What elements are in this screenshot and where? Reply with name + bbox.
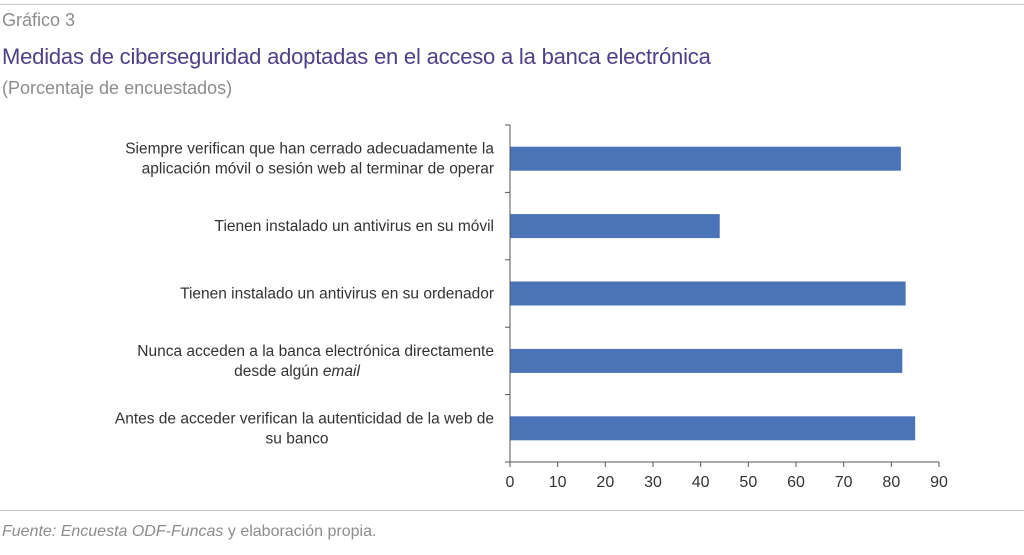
- figure-number: Gráfico 3: [2, 10, 76, 30]
- chart-subtitle: (Porcentaje de encuestados): [2, 78, 233, 98]
- x-tick-label-0: 0: [506, 474, 515, 491]
- category-label-3-line-0: Nunca acceden a la banca electrónica dir…: [137, 343, 494, 360]
- category-label-0-line-0: Siempre verifican que han cerrado adecua…: [125, 141, 494, 158]
- x-tick-label-2: 20: [596, 474, 614, 491]
- x-tick-label-4: 40: [692, 474, 710, 491]
- bar-3: [510, 348, 903, 373]
- category-label-2-line-0: Tienen instalado un antivirus en su orde…: [180, 286, 494, 303]
- category-label-4-line-0: Antes de acceder verifican la autenticid…: [115, 410, 494, 427]
- source-note: Fuente: Encuesta ODF-Funcas y elaboració…: [2, 523, 376, 541]
- top-rule: [0, 4, 1024, 5]
- category-label-0-line-1: aplicación móvil o sesión web al termina…: [142, 161, 494, 178]
- bar-4: [510, 416, 916, 441]
- category-label-4-line-1: su banco: [266, 430, 329, 447]
- x-tick-label-9: 90: [930, 474, 948, 491]
- x-tick-label-6: 60: [787, 474, 805, 491]
- source-rest: y elaboración propia.: [223, 523, 377, 540]
- x-tick-label-3: 30: [644, 474, 662, 491]
- x-tick-label-1: 10: [549, 474, 567, 491]
- bar-2: [510, 281, 906, 306]
- bar-chart: 0 10 20 30 40 50 60 70 80 90 Siempre verifican que…: [115, 124, 948, 491]
- bar-1: [510, 214, 720, 239]
- source-italic: Fuente: Encuesta ODF-Funcas: [2, 523, 224, 540]
- bar-0: [510, 146, 901, 171]
- x-tick-label-8: 80: [882, 474, 900, 491]
- x-tick-label-5: 50: [739, 474, 757, 491]
- x-tick-label-7: 70: [835, 474, 853, 491]
- chart-title: Medidas de ciberseguridad adoptadas en e…: [2, 44, 711, 69]
- bottom-rule: [0, 510, 1024, 511]
- category-label-3-line-1: desde algún email: [234, 363, 360, 380]
- category-label-1-line-0: Tienen instalado un antivirus en su móvi…: [215, 218, 494, 235]
